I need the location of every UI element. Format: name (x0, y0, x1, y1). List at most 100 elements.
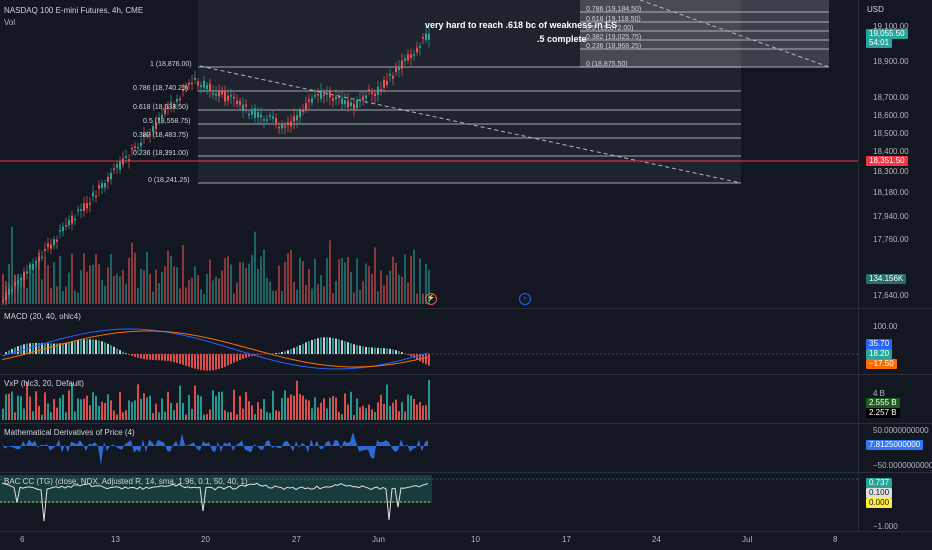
vxp-bar (167, 391, 169, 420)
vxp-title[interactable]: VxP (hlc3, 20, Default) (4, 379, 84, 388)
macd-hist-bar (35, 342, 37, 354)
macd-hist-bar (200, 354, 202, 371)
currency-label[interactable]: USD (867, 5, 884, 14)
volume-bar (278, 265, 280, 304)
macd-pane[interactable]: MACD (20, 40, ohlc4) (0, 309, 858, 374)
volume-bar (395, 262, 397, 304)
volume-bar (341, 258, 343, 304)
macd-hist-bar (164, 354, 166, 361)
volume-bar (257, 268, 259, 304)
vxp-bar (104, 402, 106, 420)
trendline-upper[interactable] (639, 0, 830, 68)
volume-bar (53, 262, 55, 304)
macd-hist-bar (29, 343, 31, 354)
pane-divider[interactable] (0, 308, 932, 309)
time-axis-divider (0, 531, 932, 532)
volume-bar (281, 291, 283, 304)
macd-hist-bar (245, 354, 247, 358)
pane-divider[interactable] (0, 423, 932, 424)
macd-hist-bar (371, 347, 373, 354)
vxp-bar (173, 410, 175, 420)
volume-bar (47, 264, 49, 304)
vxp-bar (425, 405, 427, 420)
vxp-bar (8, 393, 10, 420)
macd-hist-bar (158, 354, 160, 361)
vxp-bar (245, 392, 247, 420)
macd-hist-bar (395, 350, 397, 354)
price-pane[interactable]: NASDAQ 100 E-mini Futures, 4h, CME Vol v… (0, 0, 858, 308)
candle-body (224, 91, 226, 102)
volume-bar (110, 253, 112, 304)
derivatives-title[interactable]: Mathematical Derivatives of Price (4) (4, 428, 135, 437)
macd-hist-bar (62, 343, 64, 354)
vxp-axis[interactable] (858, 375, 932, 423)
vxp-bar (272, 390, 274, 420)
forward-icon[interactable]: » (519, 293, 531, 305)
volume-bar (155, 269, 157, 304)
macd-chart[interactable] (0, 309, 858, 374)
volume-bar (152, 291, 154, 304)
candle-body (194, 77, 196, 80)
volume-bar (392, 256, 394, 304)
vxp-bar (170, 403, 172, 420)
volume-bar (236, 282, 238, 304)
macd-hist-bar (278, 352, 280, 354)
vxp-pane[interactable]: VxP (hlc3, 20, Default) (0, 375, 858, 423)
annotation-line-2[interactable]: .5 complete (537, 34, 587, 44)
bac-cc-axis[interactable] (858, 473, 932, 531)
time-axis[interactable] (0, 532, 858, 550)
derivatives-pane[interactable]: Mathematical Derivatives of Price (4) (0, 424, 858, 472)
vxp-bar (17, 395, 19, 420)
price-axis[interactable]: USD (858, 0, 932, 308)
vxp-bar (116, 414, 118, 420)
candle-body (296, 115, 298, 121)
candle-body (143, 134, 145, 138)
candle-body (164, 109, 166, 114)
volume-bar (338, 259, 340, 304)
candle-body (191, 82, 193, 85)
vxp-bar (422, 405, 424, 420)
bac-cc-chart[interactable] (0, 473, 858, 531)
price-tick-18600: 18,600.00 (873, 111, 909, 120)
derivatives-chart[interactable] (0, 424, 858, 472)
pane-divider[interactable] (0, 374, 932, 375)
candle-body (71, 215, 73, 224)
vxp-chart[interactable] (0, 375, 858, 423)
fib-right-label: 0.382 (19,025.75) (586, 34, 642, 41)
candle-body (161, 114, 163, 119)
vxp-bar (56, 407, 58, 420)
volume-bar (254, 231, 256, 304)
candle-body (272, 116, 274, 119)
alert-icon[interactable]: ⚡ (425, 293, 437, 305)
macd-hist-bar (146, 354, 148, 360)
macd-hist-bar (110, 345, 112, 354)
annotation-line-1[interactable]: very hard to reach .618 bc of weakness i… (425, 20, 618, 30)
macd-hist-bar (107, 343, 109, 354)
volume-bar (239, 262, 241, 304)
trendline-down[interactable] (199, 65, 742, 184)
price-chart[interactable] (0, 0, 858, 308)
macd-hist-bar (89, 339, 91, 354)
macd-hist-bar (8, 350, 10, 354)
candle-body (359, 99, 361, 102)
vxp-bar (290, 394, 292, 420)
volume-bar (263, 249, 265, 304)
macd-title[interactable]: MACD (20, 40, ohlc4) (4, 312, 81, 321)
volume-bar (161, 271, 163, 304)
derivatives-axis[interactable] (858, 424, 932, 472)
macd-hist-bar (104, 342, 106, 354)
volume-bar (113, 275, 115, 304)
pane-divider[interactable] (0, 472, 932, 473)
candle-body (95, 195, 97, 198)
macd-hist-bar (56, 343, 58, 354)
bac-cc-pane[interactable]: BAC CC (TG) (close, NDX, Adjusted R, 14,… (0, 473, 858, 531)
macd-hist-bar (197, 354, 199, 370)
time-label: 24 (652, 535, 661, 544)
macd-hist-bar (119, 350, 121, 354)
macd-hist-bar (137, 354, 139, 358)
volume-bar (71, 253, 73, 304)
bac-cc-title[interactable]: BAC CC (TG) (close, NDX, Adjusted R, 14,… (4, 477, 248, 486)
macd-hist-bar (401, 352, 403, 354)
macd-axis[interactable] (858, 309, 932, 374)
macd-hist-bar (290, 349, 292, 354)
